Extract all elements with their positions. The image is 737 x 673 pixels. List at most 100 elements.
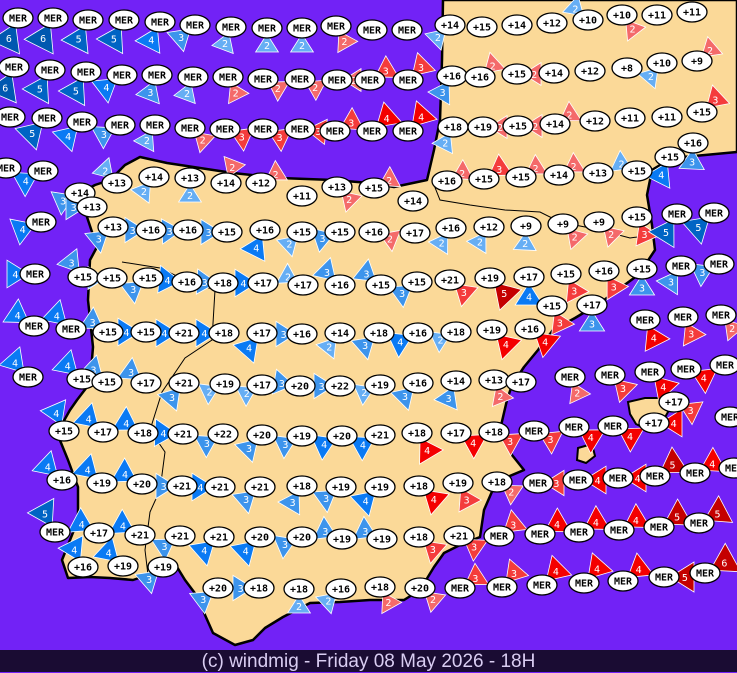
sea-point-label: MER bbox=[0, 157, 22, 179]
wind-force-label: 4 bbox=[627, 432, 633, 443]
temperature-label: +15 bbox=[466, 16, 498, 38]
temperature-label: +18 bbox=[208, 322, 240, 344]
label-bubble bbox=[501, 14, 533, 36]
label-bubble bbox=[365, 274, 397, 296]
wind-force-label: 4 bbox=[246, 344, 252, 355]
label-text: +15 bbox=[73, 375, 91, 386]
wind-force-label: 3 bbox=[319, 382, 325, 393]
label-text: MER bbox=[326, 127, 345, 138]
temperature-label: +14 bbox=[501, 14, 533, 36]
label-text: +22 bbox=[331, 382, 349, 393]
wind-force-label: 4 bbox=[160, 429, 166, 440]
wind-map: 6 6 5 5 4 3 2 2 2 2 2 2 2 6 5 5 4 3 2 2 2 2 2 3 3 3 2 2 2 2 5 4 3 2 2 3 3 3 3 4… bbox=[0, 0, 737, 647]
wind-arrow-red-force-2: 2 bbox=[223, 155, 247, 179]
label-text: +15 bbox=[475, 175, 493, 186]
label-text: MER bbox=[115, 16, 134, 27]
wind-force-label: 4 bbox=[122, 470, 128, 481]
label-text: MER bbox=[26, 270, 45, 281]
temperature-label: +13 bbox=[101, 172, 133, 194]
wind-force-label: 6 bbox=[721, 558, 727, 569]
label-bubble bbox=[101, 172, 133, 194]
label-text: +15 bbox=[543, 302, 561, 313]
temperature-label: +9 bbox=[681, 50, 713, 72]
label-bubble bbox=[626, 258, 658, 280]
label-bubble bbox=[514, 318, 546, 340]
wind-force-label: 3 bbox=[362, 341, 368, 352]
wind-arrow-blue-force-4: 4 bbox=[71, 452, 99, 480]
wind-force-label: 4 bbox=[709, 460, 715, 471]
label-text: +15 bbox=[331, 228, 349, 239]
label-bubble bbox=[510, 215, 542, 237]
wind-force-label: 2 bbox=[206, 387, 212, 398]
sea-point-label: MER bbox=[25, 211, 57, 233]
wind-arrow-blue-force-2: 2 bbox=[315, 337, 337, 360]
temperature-label: +19 bbox=[476, 319, 508, 341]
wind-triangle-icon bbox=[315, 337, 337, 360]
temperature-label: +21 bbox=[434, 269, 466, 291]
wind-arrow-red-force-4: 4 bbox=[422, 489, 450, 516]
label-text: MER bbox=[636, 316, 655, 327]
label-text: MER bbox=[531, 530, 550, 541]
label-bubble bbox=[325, 476, 357, 498]
label-text: +19 bbox=[373, 535, 391, 546]
temperature-label: +15 bbox=[501, 63, 533, 85]
wind-triangle-icon bbox=[644, 161, 671, 189]
wind-arrow-blue-force-2: 2 bbox=[91, 156, 114, 180]
wind-triangle-icon bbox=[493, 281, 523, 311]
sea-point-label: MER bbox=[562, 469, 594, 491]
temperature-label: +18 bbox=[403, 526, 435, 548]
temperature-label: +15 bbox=[468, 168, 500, 190]
temperature-label: +20 bbox=[286, 526, 318, 548]
wind-triangle-icon bbox=[92, 535, 120, 563]
label-bubble bbox=[550, 263, 582, 285]
label-bubble bbox=[638, 412, 670, 434]
label-text: +20 bbox=[253, 431, 271, 442]
temperature-label: +18 bbox=[286, 475, 318, 497]
label-text: MER bbox=[570, 528, 589, 539]
label-text: MER bbox=[73, 118, 92, 129]
sea-point-label: MER bbox=[683, 512, 715, 534]
label-bubble bbox=[286, 526, 318, 548]
sea-point-label: MER bbox=[648, 566, 680, 588]
wind-triangle-icon bbox=[655, 270, 679, 296]
wind-triangle-icon bbox=[150, 538, 176, 562]
label-bubble bbox=[579, 110, 611, 132]
sea-point-label: MER bbox=[634, 361, 666, 383]
label-text: MER bbox=[398, 26, 417, 37]
sea-point-label: MER bbox=[643, 516, 675, 538]
temperature-label: +19 bbox=[467, 116, 499, 138]
label-text: MER bbox=[222, 23, 241, 34]
temperature-label: +17 bbox=[130, 372, 162, 394]
wind-triangle-icon bbox=[71, 452, 99, 480]
wind-force-label: 2 bbox=[326, 342, 332, 353]
wind-arrow-red-force-6: 6 bbox=[709, 542, 737, 572]
wind-arrow-red-force-3: 3 bbox=[505, 558, 530, 584]
label-bubble bbox=[286, 475, 318, 497]
wind-arrow-blue-force-2: 2 bbox=[465, 231, 487, 255]
wind-force-label: 2 bbox=[264, 41, 270, 52]
wind-triangle-icon bbox=[2, 298, 30, 324]
label-text: MER bbox=[293, 24, 312, 35]
wind-arrow-red-force-3: 3 bbox=[463, 538, 489, 562]
label-text: +11 bbox=[658, 113, 676, 124]
temperature-label: +14 bbox=[434, 14, 466, 36]
wind-arrow-blue-force-5: 5 bbox=[57, 76, 86, 107]
sea-point-label: MER bbox=[144, 11, 176, 33]
label-text: MER bbox=[533, 581, 552, 592]
label-bubble bbox=[536, 12, 568, 34]
label-text: +21 bbox=[175, 329, 193, 340]
wind-arrow-blue-force-4: 4 bbox=[188, 540, 216, 567]
label-text: +18 bbox=[371, 583, 389, 594]
sea-point-label: MER bbox=[714, 406, 737, 428]
label-bubble bbox=[209, 373, 241, 395]
label-text: MER bbox=[721, 413, 737, 424]
label-text: +19 bbox=[474, 123, 492, 134]
wind-force-label: 2 bbox=[629, 25, 635, 36]
label-text: +15 bbox=[509, 122, 527, 133]
label-bubble bbox=[107, 555, 139, 577]
label-bubble bbox=[247, 68, 279, 90]
wind-triangle-icon bbox=[453, 283, 479, 308]
wind-arrow-blue-force-4: 4 bbox=[51, 348, 79, 376]
sea-point-label: MER bbox=[670, 358, 702, 380]
wind-force-label: 2 bbox=[477, 238, 483, 249]
